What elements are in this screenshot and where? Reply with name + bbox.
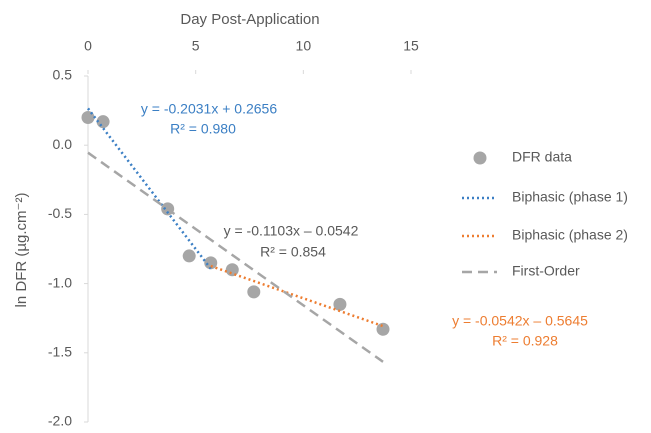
- legend-label: Biphasic (phase 1): [512, 189, 628, 205]
- data-point: [333, 297, 347, 311]
- legend-label: First-Order: [512, 263, 580, 279]
- annotation: y = -0.2031x + 0.2656: [141, 101, 277, 117]
- annotation: R² = 0.928: [492, 333, 558, 349]
- legend-label: DFR data: [512, 149, 572, 165]
- data-point: [204, 256, 218, 270]
- y-tick-label: -0.5: [48, 205, 72, 221]
- trend-line: [210, 264, 384, 328]
- trend-line: [87, 151, 384, 363]
- x-tick-label: 0: [84, 38, 92, 54]
- legend-label: Biphasic (phase 2): [512, 227, 628, 243]
- y-axis-label: ln DFR (µg.cm⁻²): [13, 193, 30, 308]
- x-axis-label: Day Post-Application: [180, 11, 319, 28]
- data-point: [225, 263, 239, 277]
- y-tick-label: 0.0: [53, 136, 73, 152]
- data-point: [376, 322, 390, 336]
- annotation: y = -0.0542x – 0.5645: [452, 313, 588, 329]
- data-point: [247, 285, 261, 299]
- legend-marker: [473, 151, 487, 165]
- annotation: R² = 0.980: [170, 121, 236, 137]
- x-tick-label: 5: [192, 38, 200, 54]
- x-tick-label: 15: [403, 38, 419, 54]
- trend-line: [87, 107, 212, 270]
- y-tick-label: -1.5: [48, 344, 72, 360]
- y-tick-label: -2.0: [48, 413, 72, 429]
- annotation: y = -0.1103x – 0.0542: [224, 223, 359, 239]
- x-tick-label: 10: [296, 38, 312, 54]
- y-tick-label: 0.5: [53, 67, 73, 83]
- annotation: R² = 0.854: [260, 244, 326, 260]
- y-tick-label: -1.0: [48, 274, 72, 290]
- data-point: [182, 249, 196, 263]
